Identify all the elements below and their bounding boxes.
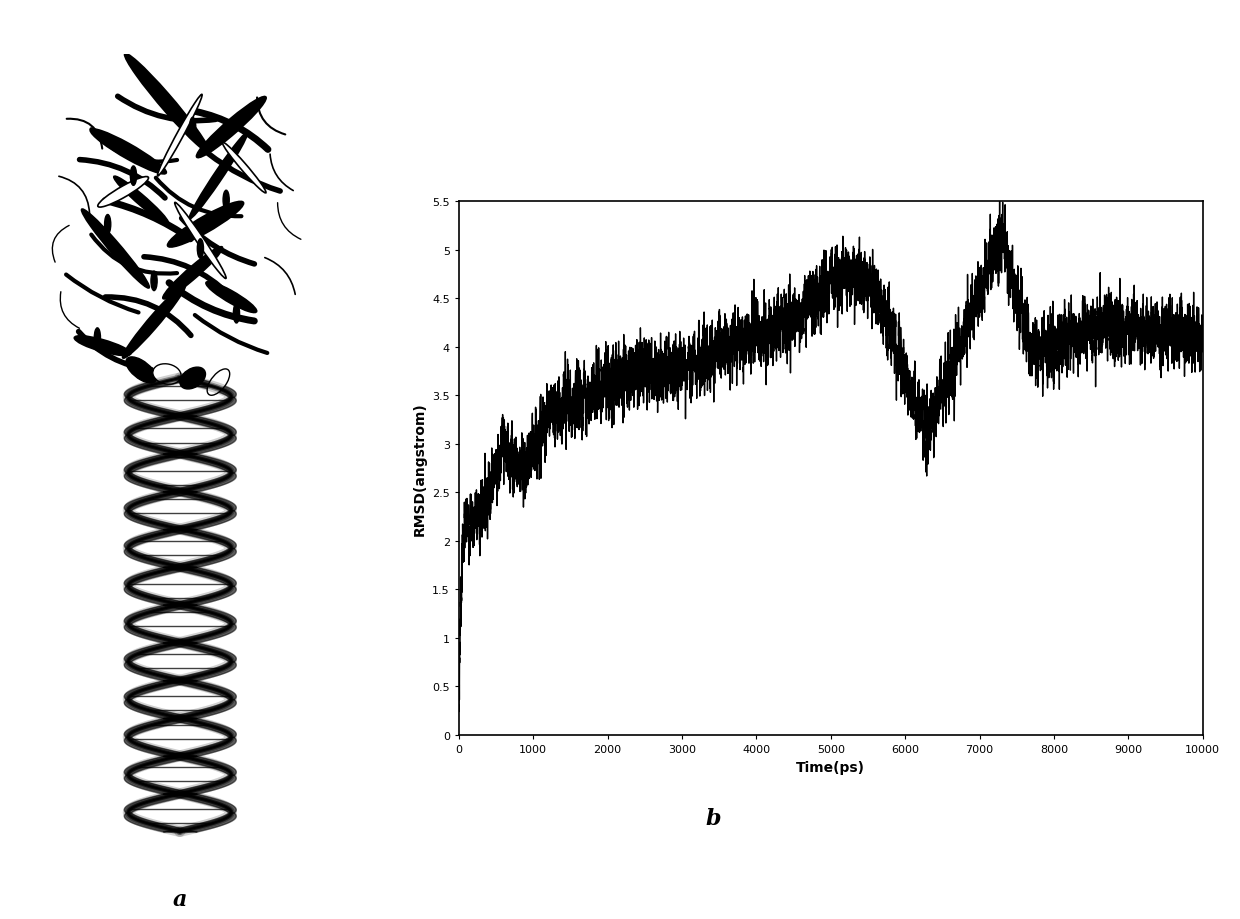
Circle shape xyxy=(104,215,110,234)
Ellipse shape xyxy=(162,247,222,300)
Ellipse shape xyxy=(82,210,149,289)
Circle shape xyxy=(223,191,229,210)
Ellipse shape xyxy=(123,285,186,358)
Ellipse shape xyxy=(207,369,229,396)
Ellipse shape xyxy=(157,96,202,176)
Text: a: a xyxy=(172,888,187,910)
Circle shape xyxy=(151,272,157,291)
X-axis label: Time(ps): Time(ps) xyxy=(796,760,866,774)
Ellipse shape xyxy=(175,203,226,279)
Text: b: b xyxy=(706,807,720,829)
Ellipse shape xyxy=(206,282,257,313)
Ellipse shape xyxy=(222,143,265,194)
Circle shape xyxy=(233,304,239,323)
Ellipse shape xyxy=(196,97,267,158)
Circle shape xyxy=(190,119,196,138)
Ellipse shape xyxy=(167,202,243,248)
Circle shape xyxy=(130,166,136,187)
Circle shape xyxy=(197,240,203,259)
Ellipse shape xyxy=(180,368,206,390)
Ellipse shape xyxy=(126,357,156,383)
Ellipse shape xyxy=(74,336,130,356)
Circle shape xyxy=(94,328,100,348)
Ellipse shape xyxy=(153,364,181,385)
Ellipse shape xyxy=(91,130,166,175)
Ellipse shape xyxy=(98,177,149,208)
Y-axis label: RMSD(angstrom): RMSD(angstrom) xyxy=(413,402,427,536)
Ellipse shape xyxy=(114,177,169,224)
Ellipse shape xyxy=(190,133,248,220)
Ellipse shape xyxy=(124,54,210,153)
